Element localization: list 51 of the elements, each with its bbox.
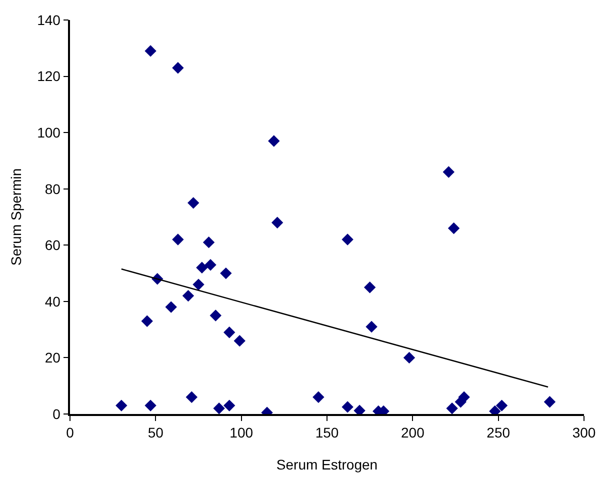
point (210, 310, 222, 322)
x-tick-label: 50 (148, 424, 164, 441)
x-tick-label: 100 (230, 424, 254, 441)
point (271, 216, 284, 228)
point (364, 282, 376, 294)
point (458, 391, 470, 403)
x-axis-title: Serum Estrogen (276, 456, 378, 472)
point (496, 400, 508, 412)
point (144, 400, 156, 412)
point (172, 234, 184, 246)
point (342, 234, 354, 246)
y-tick-label: 140 (37, 12, 61, 28)
point (186, 391, 198, 403)
point (403, 352, 416, 364)
x-tick-label: 250 (486, 424, 510, 441)
y-tick-label: 20 (44, 350, 61, 366)
point (202, 236, 215, 248)
y-axis-title: Serum Spermin (8, 168, 24, 266)
y-tick-label: 40 (44, 293, 61, 310)
point (141, 315, 153, 327)
point (196, 262, 208, 274)
point (223, 400, 236, 412)
y-tick-label: 80 (44, 180, 61, 197)
x-tick-label: 0 (66, 424, 74, 441)
point (446, 402, 458, 414)
point (366, 320, 378, 333)
point (144, 45, 156, 57)
point (213, 402, 225, 414)
point (165, 301, 177, 313)
point (116, 400, 128, 412)
point (442, 166, 454, 178)
y-tick-label: 0 (52, 406, 61, 422)
y-tick-label: 120 (37, 68, 61, 84)
point (172, 62, 184, 74)
x-tick-label: 200 (400, 424, 425, 441)
x-tick-label: 150 (315, 424, 339, 441)
point (448, 222, 460, 234)
point (223, 326, 236, 338)
point (188, 197, 200, 209)
y-tick-label: 100 (37, 124, 61, 140)
point (192, 278, 204, 290)
point (220, 267, 232, 280)
point (342, 401, 354, 413)
point (204, 258, 216, 271)
point (182, 290, 194, 302)
point (268, 135, 280, 147)
point (234, 334, 246, 347)
x-tick-label: 300 (572, 424, 596, 441)
point (312, 391, 324, 403)
point (544, 396, 556, 408)
y-tick-label: 60 (44, 237, 61, 254)
